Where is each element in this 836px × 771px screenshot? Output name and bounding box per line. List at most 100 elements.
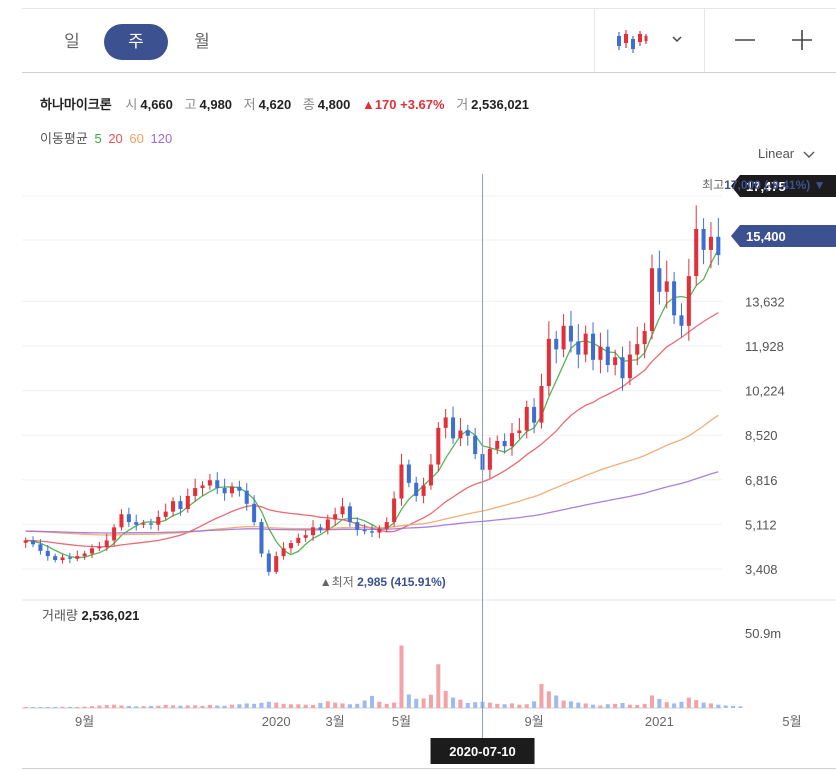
volume-bar (568, 701, 573, 708)
tab-day[interactable]: 일 (64, 32, 80, 51)
ma-legend-item[interactable]: 20 (108, 131, 123, 146)
stock-name: 하나마이크론 (40, 97, 112, 112)
zoom-in-button[interactable] (790, 28, 814, 52)
volume-bar (406, 694, 411, 708)
y-tick-label: 8,520 (745, 428, 778, 443)
candle (627, 354, 632, 379)
zoom-out-button[interactable] (733, 28, 757, 52)
volume-bar (627, 704, 632, 708)
x-tick-label: 9월 (75, 714, 94, 729)
volume-bar (635, 705, 640, 708)
crosshair-date-box (430, 738, 535, 764)
volume-bar (731, 705, 736, 708)
chevron-down-icon[interactable] (670, 32, 684, 46)
candlestick-icon[interactable] (616, 28, 648, 54)
candle (672, 281, 677, 316)
low-label: 저 (243, 97, 256, 112)
candle (148, 523, 153, 525)
candle (266, 553, 271, 572)
candle (318, 527, 323, 530)
candle (75, 556, 80, 559)
candle (679, 315, 684, 326)
candle (369, 531, 375, 533)
volume-bar (428, 694, 433, 708)
volume-bar (45, 707, 50, 708)
volume-bar (664, 702, 669, 708)
volume-bar (266, 701, 271, 708)
volume-bar (347, 704, 352, 708)
y-tick-label: 6,816 (745, 473, 778, 488)
y-tick-label: 3,408 (745, 562, 778, 577)
volume-bar (171, 705, 176, 708)
volume-bar (340, 703, 345, 708)
candle (620, 357, 625, 379)
candle (178, 501, 183, 510)
toolbar-divider (704, 8, 705, 72)
chevron-down-icon (803, 151, 815, 158)
max-value: 17,000 (-9.41%) ▼ (724, 178, 825, 192)
quote-summary: 하나마이크론 시 4,660 고 4,980 저 4,620 종 4,800 ▲170 … (40, 94, 537, 113)
ma-legend-item[interactable]: 60 (129, 131, 144, 146)
volume-bar (311, 704, 316, 708)
volume-bar (89, 706, 95, 708)
candle (53, 556, 58, 561)
volume-bar (554, 695, 559, 708)
candle (458, 430, 463, 439)
open-label: 시 (125, 97, 138, 112)
volume-bar (296, 704, 301, 708)
candle (229, 486, 235, 494)
volume-bar (303, 704, 308, 708)
y-tick-label: 10,224 (745, 384, 785, 399)
candle (524, 406, 529, 431)
candle (657, 268, 662, 292)
candle (649, 268, 655, 332)
volume-bar (517, 704, 522, 708)
candle (451, 417, 456, 439)
candle (708, 236, 713, 250)
close-label: 종 (302, 97, 315, 112)
min-value: 2,985 (415.91%) (357, 575, 446, 589)
volume-bar (465, 703, 470, 708)
ma-legend-item[interactable]: 5 (94, 131, 102, 146)
volume-bar (112, 704, 117, 708)
volume-bar (716, 704, 721, 708)
volume-bar (200, 705, 205, 708)
candle (502, 440, 507, 447)
volume-bar (244, 703, 249, 708)
volume-bar (649, 695, 655, 708)
volume-bar (288, 704, 293, 708)
volume-bar (473, 702, 478, 708)
scale-selector[interactable]: Linear (758, 146, 816, 161)
candle (325, 519, 330, 530)
candle (480, 454, 485, 470)
candle (414, 482, 419, 496)
candle (67, 557, 72, 559)
volume-bar (392, 702, 397, 708)
candle (200, 485, 205, 489)
volume-bar (613, 703, 618, 708)
candle (347, 506, 352, 523)
candle (613, 357, 618, 366)
volume-bar (156, 705, 161, 708)
volume-bar (421, 698, 426, 708)
volume-bar (561, 700, 566, 708)
volume-bar (119, 705, 124, 708)
volume-bar (738, 706, 743, 708)
volume-bar (443, 690, 448, 708)
tab-month[interactable]: 월 (194, 32, 210, 51)
volume-bar (53, 706, 58, 708)
y-tick-label: 13,632 (745, 294, 785, 309)
volume-bar (23, 706, 28, 708)
volume-bar (193, 705, 198, 708)
candle (384, 522, 389, 529)
volume-bar (325, 701, 330, 708)
candle (532, 406, 537, 423)
price-tag-label: 17,475 (746, 179, 786, 194)
candle (215, 480, 220, 489)
candle (303, 535, 308, 538)
ma-legend-item[interactable]: 120 (150, 131, 173, 146)
volume-bar (672, 703, 677, 708)
tab-week[interactable]: 주 (104, 24, 168, 60)
candle (45, 550, 50, 557)
